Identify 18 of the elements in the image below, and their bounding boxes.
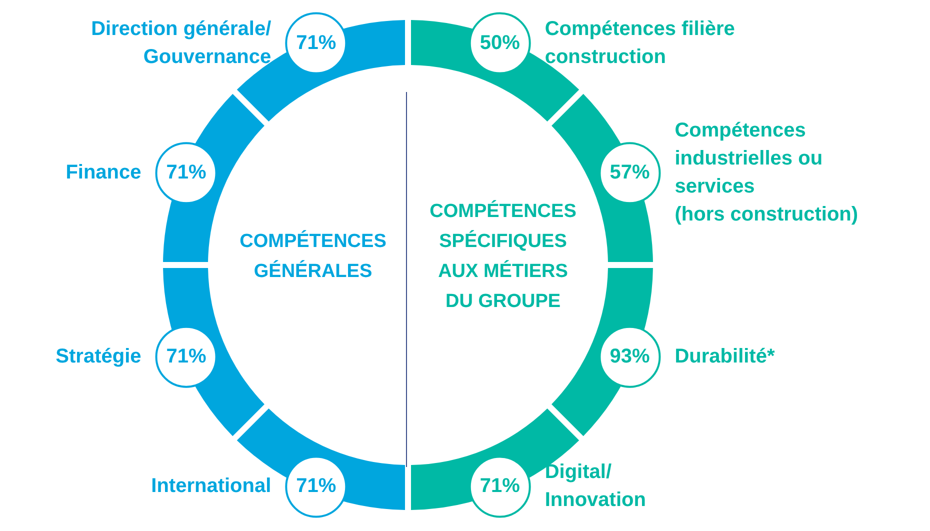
category-label: Direction générale/ Gouvernance	[91, 18, 272, 68]
data-label: 71%	[166, 162, 206, 184]
category-label: Finance	[66, 162, 142, 184]
data-label: 57%	[610, 162, 650, 184]
data-label: 71%	[296, 32, 336, 54]
text: COMPÉTENCES GÉNÉRALES	[240, 230, 386, 282]
category-label: Stratégie	[56, 345, 142, 368]
category-label: Digital/ Innovation	[544, 461, 646, 512]
data-label: 71%	[296, 475, 336, 498]
data-label: 71%	[166, 345, 206, 368]
data-label: 93%	[610, 345, 650, 368]
category-label: International	[151, 475, 272, 498]
category-label: Compétences industrielles ou services (hors construction)	[674, 120, 858, 226]
category-label: Durabilité*	[674, 345, 775, 368]
category-label: Compétences filière construction	[544, 18, 735, 68]
data-label: 50%	[480, 32, 520, 54]
text: COMPÉTENCES SPÉCIFIQUES AUX MÉTIERS DU GROUPE	[430, 200, 576, 312]
data-label: 71%	[480, 475, 520, 498]
